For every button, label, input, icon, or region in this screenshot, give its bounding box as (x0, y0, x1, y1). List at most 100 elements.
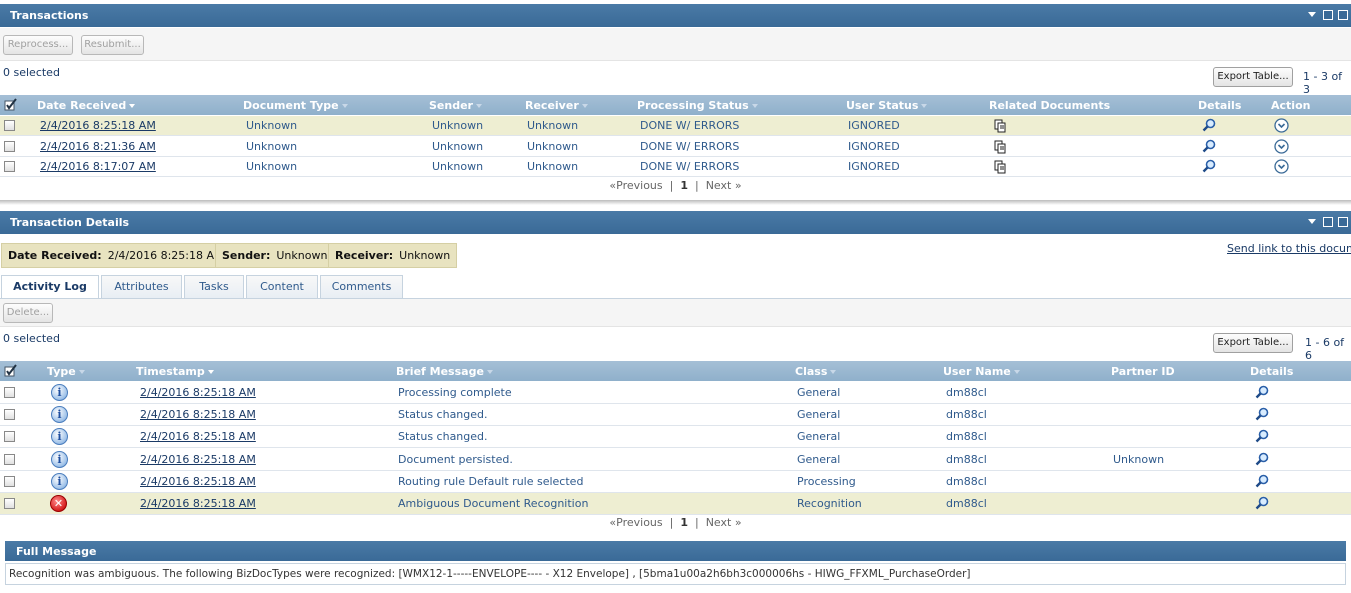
user-name: dm88cl (946, 452, 987, 466)
table-row[interactable]: 2/4/2016 8:21:36 AM Unknown Unknown Unknown… (0, 136, 1351, 157)
col-timestamp[interactable]: Timestamp (136, 365, 214, 378)
row-checkbox[interactable] (4, 140, 15, 152)
col-document-type[interactable]: Document Type (243, 99, 348, 112)
row-checkbox[interactable] (4, 498, 15, 509)
pager-previous[interactable]: «Previous (609, 179, 663, 192)
send-link[interactable]: Send link to this document (1227, 242, 1351, 255)
details-magnifier-icon[interactable] (1202, 139, 1216, 156)
collapse-menu-icon[interactable] (1308, 12, 1316, 17)
pager-page[interactable]: 1 (680, 179, 688, 192)
user-name: dm88cl (946, 497, 987, 510)
row-checkbox[interactable] (4, 453, 15, 465)
date-received-link[interactable]: 2/4/2016 8:17:07 AM (40, 160, 156, 173)
minimize-icon[interactable] (1323, 10, 1333, 20)
brief-message: Document persisted. (398, 452, 513, 466)
col-receiver[interactable]: Receiver (525, 99, 588, 112)
related-documents-icon[interactable] (993, 119, 1007, 136)
date-received-link[interactable]: 2/4/2016 8:25:18 AM (40, 119, 156, 132)
sender-chip: Sender: Unknown (215, 243, 335, 268)
timestamp-link[interactable]: 2/4/2016 8:25:18 AM (140, 386, 256, 399)
transactions-toolbar: Reprocess... Resubmit... (0, 28, 1351, 61)
tab-comments[interactable]: Comments (320, 275, 403, 298)
class: Recognition (797, 497, 862, 510)
user-status: IGNORED (848, 139, 900, 153)
col-processing-status[interactable]: Processing Status (637, 99, 758, 112)
pager-previous[interactable]: «Previous (609, 516, 663, 529)
date-received-link[interactable]: 2/4/2016 8:21:36 AM (40, 139, 156, 153)
details-magnifier-icon[interactable] (1255, 429, 1269, 446)
minimize-icon[interactable] (1323, 217, 1333, 227)
action-dropdown-icon[interactable] (1274, 159, 1289, 177)
details-magnifier-icon[interactable] (1255, 452, 1269, 469)
details-magnifier-icon[interactable] (1202, 118, 1216, 135)
delete-button[interactable]: Delete... (3, 303, 53, 323)
col-class[interactable]: Class (795, 365, 837, 378)
row-checkbox[interactable] (4, 409, 15, 421)
timestamp-link[interactable]: 2/4/2016 8:25:18 AM (140, 452, 256, 466)
class: Processing (797, 474, 856, 488)
class: General (797, 386, 841, 399)
collapse-menu-icon[interactable] (1308, 219, 1316, 224)
col-user-status[interactable]: User Status (846, 99, 928, 112)
export-table-button[interactable]: Export Table... (1213, 67, 1293, 87)
list-item[interactable]: i 2/4/2016 8:25:18 AM Document persisted. G… (0, 448, 1351, 471)
export-table-button[interactable]: Export Table... (1213, 333, 1293, 353)
col-user-name[interactable]: User Name (943, 365, 1020, 378)
timestamp-link[interactable]: 2/4/2016 8:25:18 AM (140, 474, 256, 488)
col-type[interactable]: Type (47, 365, 85, 378)
details-magnifier-icon[interactable] (1255, 407, 1269, 424)
timestamp-link[interactable]: 2/4/2016 8:25:18 AM (140, 497, 256, 510)
row-checkbox[interactable] (4, 431, 15, 443)
action-dropdown-icon[interactable] (1274, 118, 1289, 136)
table-row[interactable]: 2/4/2016 8:17:07 AM Unknown Unknown Unknown… (0, 157, 1351, 177)
pager-next[interactable]: Next » (705, 516, 742, 529)
info-icon: i (51, 472, 68, 490)
row-checkbox[interactable] (4, 120, 15, 131)
details-magnifier-icon[interactable] (1255, 496, 1269, 513)
processing-status: DONE W/ ERRORS (640, 160, 740, 173)
col-sender[interactable]: Sender (429, 99, 482, 112)
row-checkbox[interactable] (4, 475, 15, 487)
col-brief-message[interactable]: Brief Message (396, 365, 493, 378)
user-name: dm88cl (946, 386, 987, 399)
activity-pager: «Previous | 1 | Next » (609, 516, 742, 529)
document-type: Unknown (246, 160, 298, 173)
related-documents-icon[interactable] (993, 140, 1007, 157)
select-all-icon[interactable] (4, 363, 18, 380)
info-icon: i (51, 406, 68, 424)
col-details: Details (1198, 99, 1242, 112)
details-selected-count: 0 selected (3, 332, 60, 345)
reprocess-button[interactable]: Reprocess... (3, 35, 73, 55)
col-details: Details (1250, 365, 1294, 378)
col-date-received[interactable]: Date Received (37, 99, 136, 112)
row-checkbox[interactable] (4, 161, 15, 172)
resubmit-button[interactable]: Resubmit... (81, 35, 144, 55)
timestamp-link[interactable]: 2/4/2016 8:25:18 AM (140, 430, 256, 444)
tab-activity-log[interactable]: Activity Log (1, 275, 99, 299)
tab-attributes[interactable]: Attributes (101, 275, 182, 298)
tab-content[interactable]: Content (246, 275, 318, 298)
maximize-icon[interactable] (1338, 217, 1348, 227)
details-magnifier-icon[interactable] (1202, 159, 1216, 176)
table-row[interactable]: 2/4/2016 8:25:18 AM Unknown Unknown Unknown… (0, 116, 1351, 136)
select-all-icon[interactable] (4, 97, 18, 114)
maximize-icon[interactable] (1338, 10, 1348, 20)
pager-page[interactable]: 1 (680, 516, 688, 529)
timestamp-link[interactable]: 2/4/2016 8:25:18 AM (140, 408, 256, 422)
brief-message: Ambiguous Document Recognition (398, 497, 589, 510)
tab-tasks[interactable]: Tasks (184, 275, 244, 298)
details-magnifier-icon[interactable] (1255, 385, 1269, 402)
brief-message: Status changed. (398, 430, 488, 444)
info-icon: i (51, 428, 68, 446)
action-dropdown-icon[interactable] (1274, 138, 1289, 157)
list-item[interactable]: i 2/4/2016 8:25:18 AM Routing rule Default… (0, 470, 1351, 493)
list-item[interactable]: i 2/4/2016 8:25:18 AM Processing complete G… (0, 382, 1351, 404)
list-item[interactable]: ✕ 2/4/2016 8:25:18 AM Ambiguous Document R… (0, 493, 1351, 515)
list-item[interactable]: i 2/4/2016 8:25:18 AM Status changed. Gener… (0, 426, 1351, 449)
list-item[interactable]: i 2/4/2016 8:25:18 AM Status changed. Gener… (0, 404, 1351, 427)
details-magnifier-icon[interactable] (1255, 474, 1269, 491)
error-icon: ✕ (50, 495, 67, 512)
row-checkbox[interactable] (4, 387, 15, 398)
related-documents-icon[interactable] (993, 160, 1007, 177)
pager-next[interactable]: Next » (705, 179, 742, 192)
